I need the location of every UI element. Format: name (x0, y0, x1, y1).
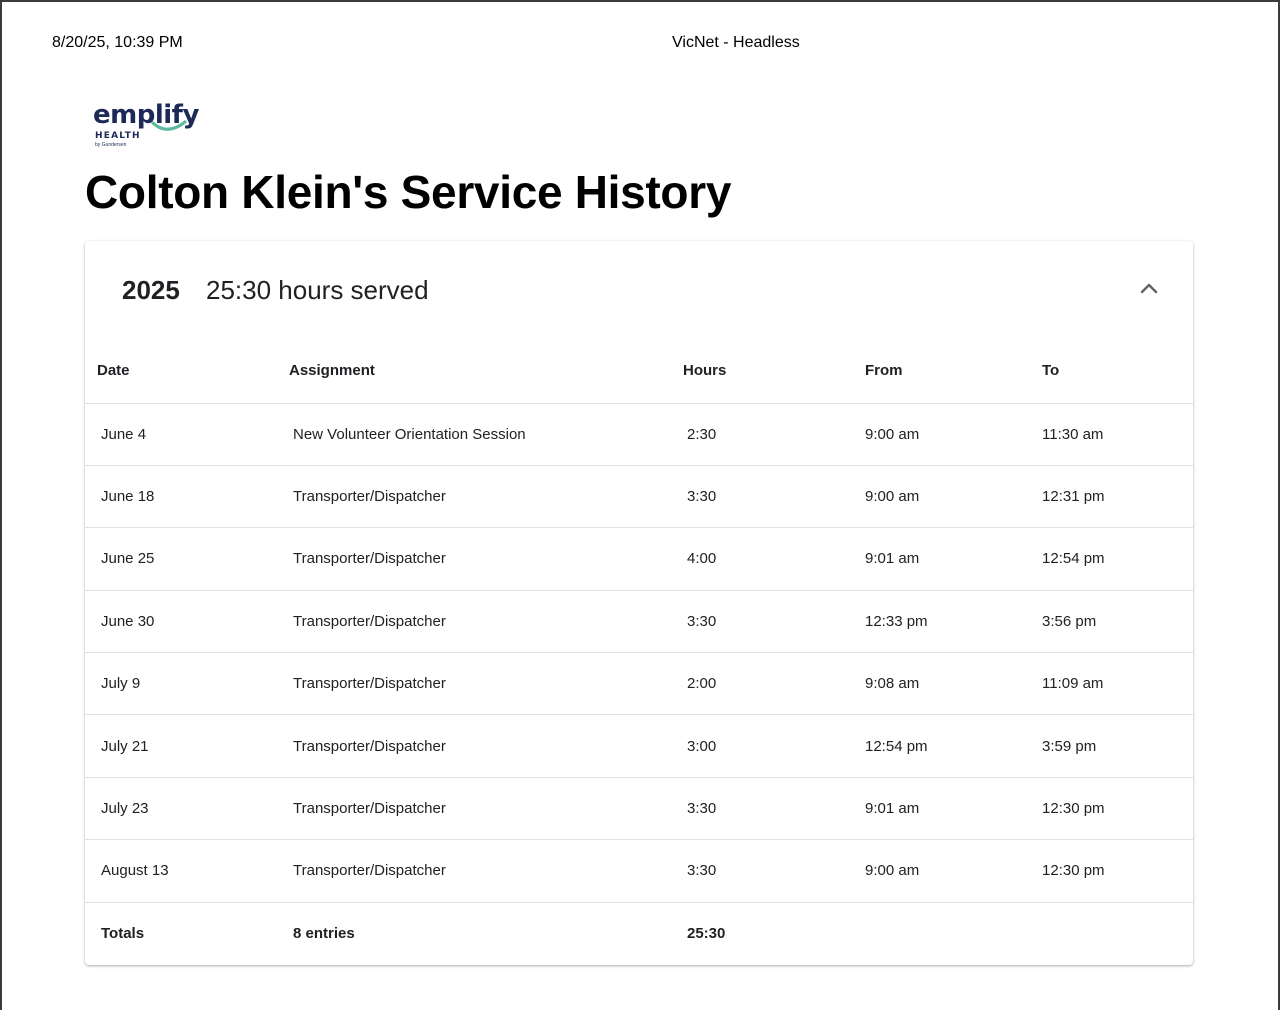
cell-assignment: Transporter/Dispatcher (277, 839, 671, 903)
panel-header[interactable]: 2025 25:30 hours served (85, 241, 1193, 339)
table-row: July 21 Transporter/Dispatcher 3:00 12:5… (85, 714, 1193, 778)
cell-from: 12:33 pm (851, 590, 1028, 654)
cell-to: 12:30 pm (1028, 777, 1193, 841)
cell-from: 9:00 am (851, 465, 1028, 529)
chevron-up-icon (1140, 283, 1158, 294)
cell-to: 12:54 pm (1028, 527, 1193, 591)
cell-date: July 9 (85, 652, 277, 716)
cell-date: July 21 (85, 714, 277, 778)
cell-assignment: Transporter/Dispatcher (277, 465, 671, 529)
table-row: June 25 Transporter/Dispatcher 4:00 9:01… (85, 527, 1193, 591)
cell-from: 12:54 pm (851, 714, 1028, 778)
table-row: July 9 Transporter/Dispatcher 2:00 9:08 … (85, 652, 1193, 716)
totals-row: Totals 8 entries 25:30 (85, 902, 1193, 964)
print-title: VicNet - Headless (672, 34, 800, 51)
cell-hours: 3:30 (671, 777, 851, 841)
service-history-table: Date Assignment Hours From To June 4 New… (85, 339, 1193, 965)
service-year-panel: 2025 25:30 hours served Date Assignment … (85, 241, 1193, 965)
totals-empty-from (851, 902, 1028, 964)
table-header-row: Date Assignment Hours From To (85, 339, 1193, 404)
cell-from: 9:01 am (851, 527, 1028, 591)
cell-hours: 3:30 (671, 465, 851, 529)
column-header-assignment[interactable]: Assignment (277, 339, 671, 404)
table-row: July 23 Transporter/Dispatcher 3:30 9:01… (85, 777, 1193, 841)
cell-from: 9:00 am (851, 839, 1028, 903)
table-row: August 13 Transporter/Dispatcher 3:30 9:… (85, 839, 1193, 903)
cell-date: June 4 (85, 403, 277, 466)
totals-hours: 25:30 (687, 925, 726, 943)
cell-date: June 30 (85, 590, 277, 654)
cell-to: 3:56 pm (1028, 590, 1193, 654)
cell-to: 12:30 pm (1028, 839, 1193, 903)
table-row: June 4 New Volunteer Orientation Session… (85, 403, 1193, 466)
cell-from: 9:08 am (851, 652, 1028, 716)
cell-assignment: Transporter/Dispatcher (277, 527, 671, 591)
print-datetime: 8/20/25, 10:39 PM (52, 34, 183, 51)
cell-assignment: New Volunteer Orientation Session (277, 403, 671, 466)
cell-assignment: Transporter/Dispatcher (277, 777, 671, 841)
cell-date: August 13 (85, 839, 277, 903)
logo-subtitle: HEALTH (95, 131, 141, 141)
emplify-health-logo: emplify HEALTH by Gundersen (93, 100, 203, 152)
cell-hours: 3:30 (671, 590, 851, 654)
hours-served-summary: 25:30 hours served (206, 275, 429, 305)
cell-date: July 23 (85, 777, 277, 841)
column-header-hours[interactable]: Hours (671, 339, 851, 404)
column-header-date[interactable]: Date (85, 339, 277, 404)
logo-swoosh-icon (151, 120, 187, 131)
panel-year: 2025 (122, 275, 180, 305)
table-row: June 18 Transporter/Dispatcher 3:30 9:00… (85, 465, 1193, 529)
cell-to: 12:31 pm (1028, 465, 1193, 529)
logo-tagline: by Gundersen (95, 142, 127, 148)
totals-empty-to (1028, 902, 1193, 964)
cell-hours: 4:00 (671, 527, 851, 591)
cell-from: 9:00 am (851, 403, 1028, 466)
cell-hours: 3:00 (671, 714, 851, 778)
cell-assignment: Transporter/Dispatcher (277, 590, 671, 654)
totals-label: Totals (101, 925, 145, 943)
cell-assignment: Transporter/Dispatcher (277, 652, 671, 716)
cell-to: 3:59 pm (1028, 714, 1193, 778)
cell-date: June 18 (85, 465, 277, 529)
cell-assignment: Transporter/Dispatcher (277, 714, 671, 778)
cell-hours: 2:30 (671, 403, 851, 466)
collapse-button[interactable] (1135, 275, 1163, 303)
column-header-to[interactable]: To (1028, 339, 1193, 404)
cell-hours: 2:00 (671, 652, 851, 716)
cell-date: June 25 (85, 527, 277, 591)
cell-from: 9:01 am (851, 777, 1028, 841)
print-header: 8/20/25, 10:39 PM VicNet - Headless (52, 34, 1280, 54)
cell-to: 11:30 am (1028, 403, 1193, 466)
cell-to: 11:09 am (1028, 652, 1193, 716)
table-row: June 30 Transporter/Dispatcher 3:30 12:3… (85, 590, 1193, 654)
cell-hours: 3:30 (671, 839, 851, 903)
totals-entries: 8 entries (293, 925, 355, 943)
column-header-from[interactable]: From (851, 339, 1028, 404)
page-title: Colton Klein's Service History (85, 166, 732, 218)
